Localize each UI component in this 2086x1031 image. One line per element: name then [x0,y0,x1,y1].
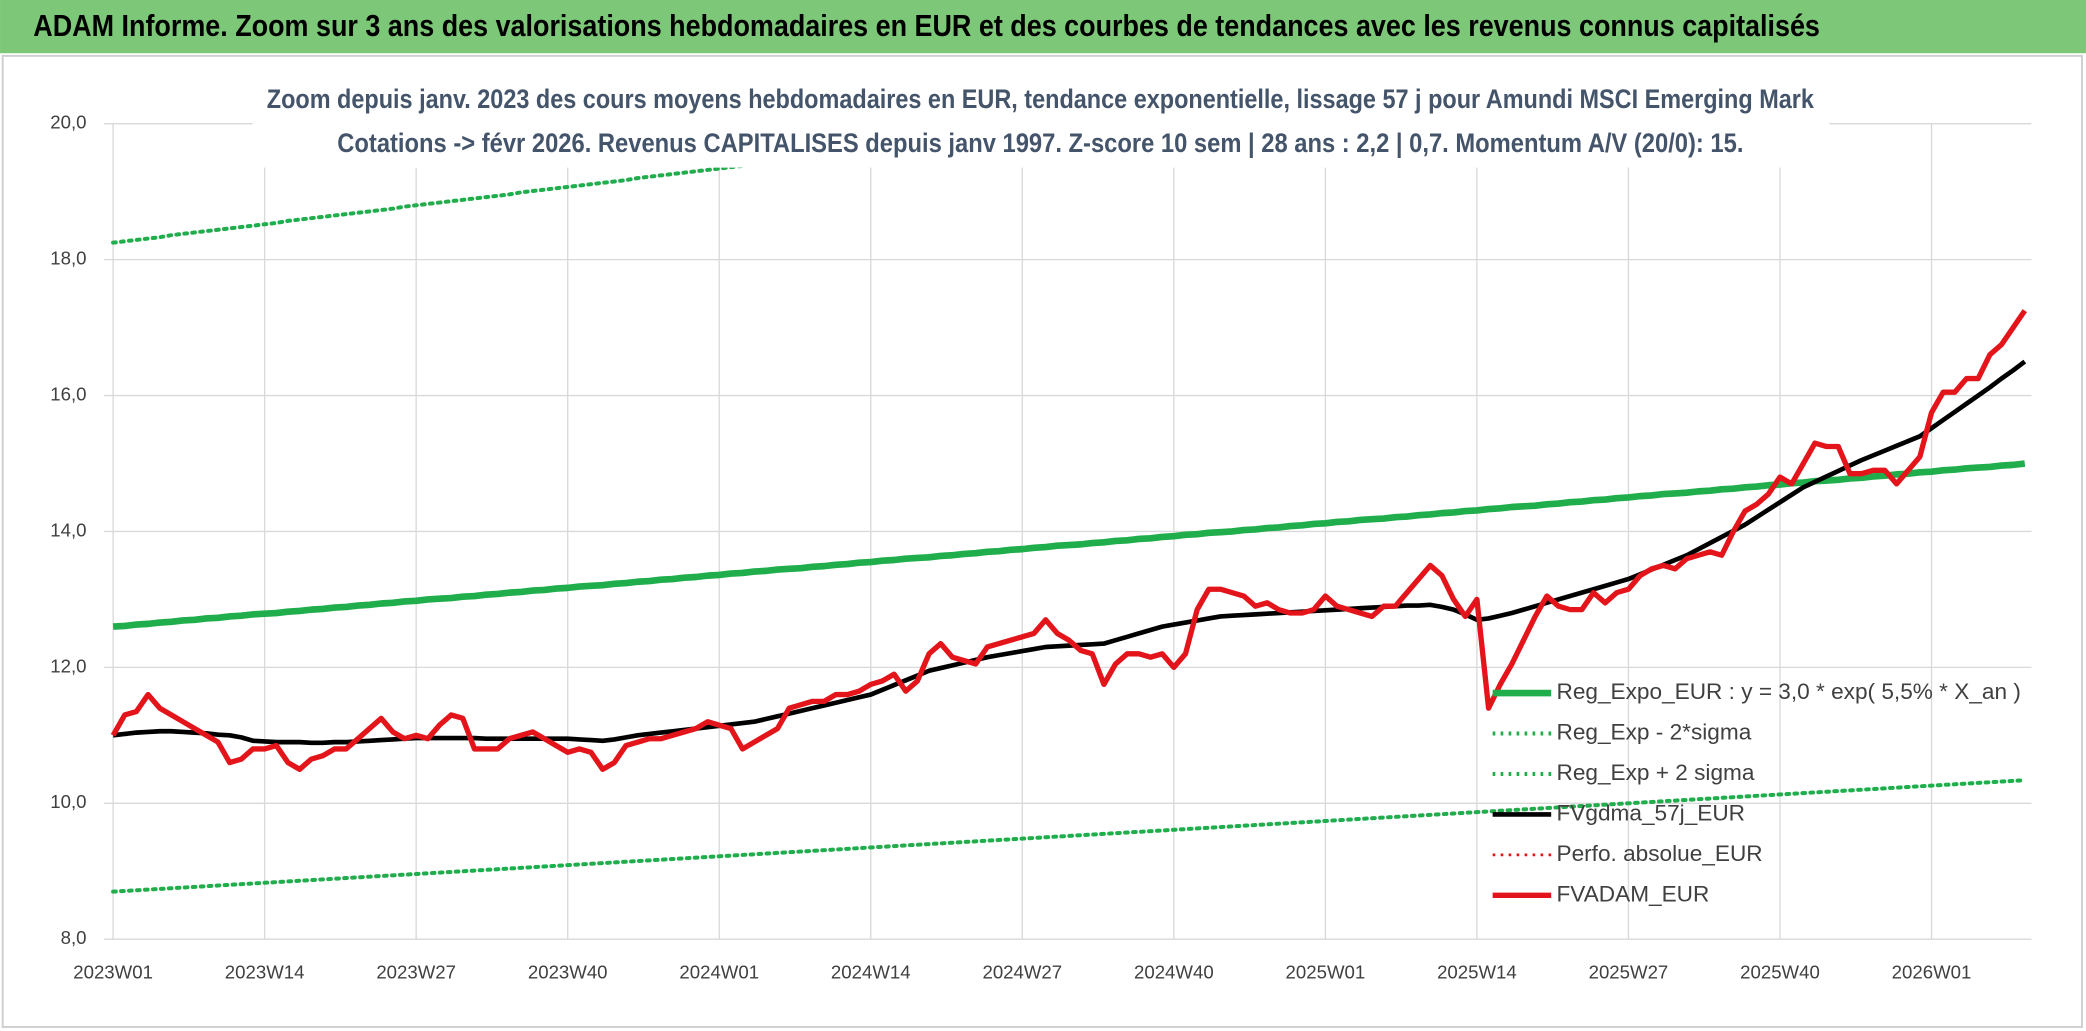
y-tick-label: 20,0 [50,112,86,133]
legend-label: FVADAM_EUR [1557,881,1710,906]
series-line [111,106,1241,245]
x-tick-label: 2023W14 [225,962,305,983]
series-line [112,460,2026,630]
y-tick-label: 10,0 [50,791,86,812]
x-tick-label: 2026W01 [1892,962,1972,983]
legend-label: Perfo. absolue_EUR [1557,841,1763,866]
x-tick-label: 2024W27 [982,962,1062,983]
legend-label: Reg_Exp + 2 sigma [1557,760,1755,785]
legend-label: Reg_Expo_EUR : y = 3,0 * exp( 5,5% * X_a… [1557,679,2021,704]
x-tick-label: 2025W27 [1589,962,1669,983]
y-tick-label: 18,0 [50,248,86,269]
x-tick-label: 2024W14 [831,962,911,983]
y-tick-label: 8,0 [61,927,87,948]
legend-label: Reg_Exp - 2*sigma [1557,720,1752,745]
subtitle: Cotations -> févr 2026. Revenus CAPITALI… [337,128,1743,158]
series-line [111,778,2027,894]
x-tick-label: 2025W01 [1286,962,1366,983]
x-tick-label: 2023W01 [73,962,153,983]
title-bar [0,0,2086,54]
x-tick-label: 2023W27 [376,962,456,983]
legend-label: FVgdma_57j_EUR [1557,800,1746,825]
chart-frame [1,54,2083,1029]
x-tick-label: 2024W40 [1134,962,1214,983]
subtitle-box [252,79,1830,168]
y-tick-label: 16,0 [50,383,86,404]
x-tick-label: 2025W40 [1740,962,1820,983]
y-tick-label: 14,0 [50,519,86,540]
series-line [110,309,2027,772]
chart-title: ADAM Informe. Zoom sur 3 ans des valoris… [33,9,1820,43]
x-tick-label: 2023W40 [528,962,608,983]
x-tick-label: 2024W01 [679,962,759,983]
y-tick-label: 12,0 [50,655,86,676]
subtitle: Zoom depuis janv. 2023 des cours moyens … [267,84,1814,114]
x-tick-label: 2025W14 [1437,962,1517,983]
